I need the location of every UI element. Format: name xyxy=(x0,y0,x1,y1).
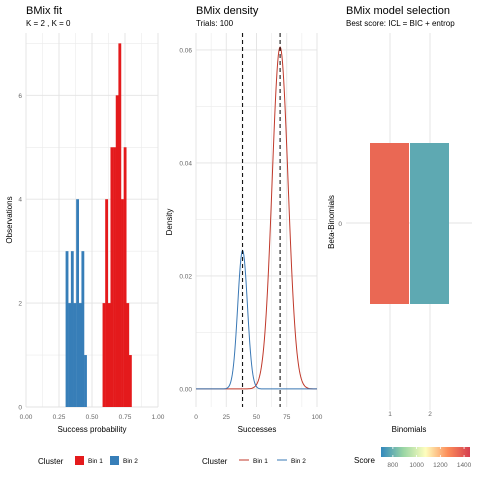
fit-xlabel: Success probability xyxy=(58,425,127,434)
density-title: BMix density xyxy=(196,5,259,17)
fit-legend-title: Cluster xyxy=(38,457,64,466)
fit-ytick-label: 0 xyxy=(18,405,22,412)
density-xlabel: Successes xyxy=(238,425,277,434)
fit-title: BMix fit xyxy=(26,5,62,17)
fit-bar-bin1 xyxy=(118,43,122,408)
score-colorbar-ticks: 800 1000 1200 1400 xyxy=(387,447,472,469)
fit-bar-bin2 xyxy=(81,251,85,407)
selection-ytick-label: 0 xyxy=(338,221,342,228)
fit-xtick-label: 0.00 xyxy=(20,414,33,421)
fit-bar-bin1 xyxy=(126,303,130,407)
fit-ytick-label: 6 xyxy=(18,93,22,100)
selection-tile-2 xyxy=(410,143,449,304)
fit-bar-bin1 xyxy=(105,199,109,407)
density-ytick-label: 0.00 xyxy=(179,386,192,393)
score-colorbar-tick-label: 1400 xyxy=(457,462,472,469)
fit-plot-area: 0.00 0.25 0.50 0.75 1.00 0 2 4 6 xyxy=(18,33,165,421)
density-ytick-label: 0.06 xyxy=(179,47,192,54)
fit-xtick-label: 0.75 xyxy=(119,414,132,421)
density-xtick-label: 0 xyxy=(194,414,198,421)
score-colorbar xyxy=(381,447,470,457)
density-subtitle: Trials: 100 xyxy=(196,19,234,28)
density-xtick-label: 75 xyxy=(283,414,291,421)
density-ytick-label: 0.04 xyxy=(179,160,192,167)
selection-xtick-label: 2 xyxy=(428,411,432,418)
selection-tile-1 xyxy=(370,143,409,304)
score-colorbar-tick-label: 1000 xyxy=(409,462,424,469)
fit-bar-bin1 xyxy=(123,147,127,407)
density-legend: Cluster Bin 1 Bin 2 xyxy=(202,457,306,466)
fit-bar-bin1 xyxy=(102,303,106,407)
selection-subtitle: Best score: ICL = BIC + entrop xyxy=(346,19,455,28)
density-ylabel: Density xyxy=(165,209,174,236)
fit-ylabel: Observations xyxy=(5,196,14,243)
fit-legend-key-bin1 xyxy=(75,456,84,465)
density-xtick-label: 50 xyxy=(253,414,261,421)
fit-ytick-label: 2 xyxy=(18,301,22,308)
selection-ylabel: Beta-Binomials xyxy=(327,195,336,249)
fit-bar-bin1 xyxy=(107,303,111,407)
density-ytick-label: 0.02 xyxy=(179,273,192,280)
fit-xtick-label: 0.25 xyxy=(53,414,66,421)
fit-bar-bin2 xyxy=(70,251,74,407)
fit-bar-bin1 xyxy=(115,95,119,407)
selection-title: BMix model selection xyxy=(346,5,450,17)
fit-legend: Cluster Bin 1 Bin 2 xyxy=(38,456,138,466)
fit-xtick-label: 0.50 xyxy=(86,414,99,421)
fit-bar-bin2 xyxy=(73,303,77,407)
fit-bar-bin1 xyxy=(113,147,116,407)
fit-bar-bin2 xyxy=(76,199,79,407)
density-plot-area: 0 25 50 75 100 0.00 0.02 0.04 0.06 xyxy=(179,33,323,421)
fit-bar-bin1 xyxy=(110,147,114,407)
fit-bar-bin1 xyxy=(128,355,132,407)
density-legend-label-bin2: Bin 2 xyxy=(291,458,306,465)
fit-bar-bin2 xyxy=(68,303,72,407)
fit-bar-bin1 xyxy=(121,199,124,407)
fit-subtitle: K = 2 , K = 0 xyxy=(26,19,71,28)
fit-ytick-label: 4 xyxy=(18,197,22,204)
fit-bar-bin2 xyxy=(65,251,69,407)
fit-bar-bin2 xyxy=(78,303,82,407)
density-xtick-label: 25 xyxy=(223,414,231,421)
fit-xtick-label: 1.00 xyxy=(152,414,165,421)
density-curve-bin2 xyxy=(196,249,317,390)
fit-legend-label-bin1: Bin 1 xyxy=(88,458,103,465)
fit-bar-bin2 xyxy=(84,355,87,407)
selection-xtick-label: 1 xyxy=(388,411,392,418)
score-legend: Score 800 1000 1200 1400 xyxy=(354,447,472,469)
density-legend-title: Cluster xyxy=(202,457,228,466)
score-colorbar-tick-label: 800 xyxy=(387,462,398,469)
fit-legend-label-bin2: Bin 2 xyxy=(123,458,138,465)
selection-xlabel: Binomials xyxy=(392,425,427,434)
score-legend-title: Score xyxy=(354,456,375,465)
fit-legend-key-bin2 xyxy=(110,456,119,465)
score-colorbar-tick-label: 1200 xyxy=(433,462,448,469)
density-legend-label-bin1: Bin 1 xyxy=(253,458,268,465)
density-xtick-label: 100 xyxy=(312,414,323,421)
selection-plot-area: 1 2 0 xyxy=(338,33,472,418)
